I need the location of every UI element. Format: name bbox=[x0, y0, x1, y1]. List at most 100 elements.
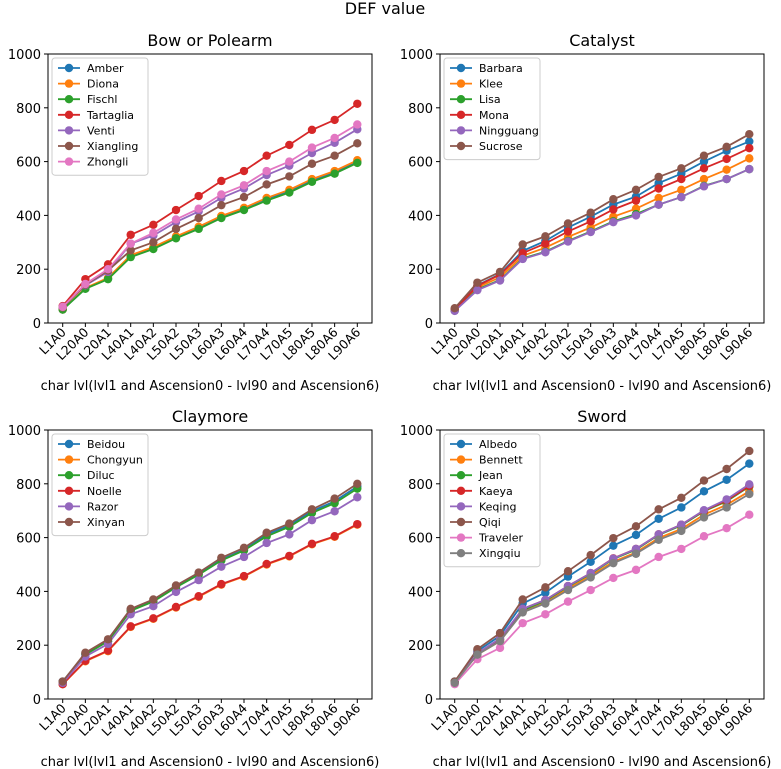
data-point bbox=[353, 493, 362, 502]
data-point bbox=[541, 248, 550, 257]
data-point bbox=[586, 227, 595, 237]
legend-entry: Noelle bbox=[87, 485, 122, 498]
data-point bbox=[722, 154, 731, 164]
data-point bbox=[285, 172, 294, 181]
data-point bbox=[262, 528, 271, 537]
series-line-xinyan bbox=[61, 483, 358, 683]
data-point bbox=[518, 618, 527, 628]
series-line-noelle bbox=[62, 523, 358, 685]
data-point bbox=[239, 181, 249, 190]
data-point bbox=[353, 519, 362, 529]
x-axis-label: char lvl(lvl1 and Ascension0 - lvl90 and… bbox=[41, 755, 380, 769]
legend-marker bbox=[64, 455, 74, 464]
legend-marker bbox=[456, 533, 466, 542]
y-tick-label: 200 bbox=[16, 263, 41, 278]
data-point bbox=[450, 304, 459, 313]
data-point bbox=[677, 520, 686, 529]
series-line-chongyun bbox=[62, 523, 358, 685]
data-point bbox=[699, 157, 709, 166]
data-point bbox=[677, 174, 686, 184]
legend-marker bbox=[64, 95, 74, 104]
data-point bbox=[285, 530, 294, 539]
axes-frame bbox=[439, 429, 765, 700]
data-point bbox=[239, 205, 249, 215]
data-point bbox=[194, 191, 203, 201]
data-point bbox=[541, 232, 550, 241]
legend-marker bbox=[456, 502, 466, 511]
legend-entry: Beidou bbox=[87, 438, 125, 451]
data-point bbox=[330, 133, 339, 143]
legend-marker bbox=[64, 63, 74, 73]
data-point bbox=[631, 549, 641, 558]
data-point bbox=[745, 164, 754, 174]
data-point bbox=[126, 239, 135, 248]
data-point bbox=[473, 650, 482, 659]
legend-entry: Venti bbox=[87, 124, 115, 137]
data-point bbox=[586, 585, 595, 595]
data-point bbox=[631, 196, 641, 205]
data-point bbox=[699, 505, 709, 515]
data-point bbox=[677, 192, 686, 202]
chart-panel-3: Claymore02004006008001000L1A0L20A0L20A1L… bbox=[8, 407, 379, 769]
data-point bbox=[171, 205, 181, 215]
data-point bbox=[262, 538, 271, 548]
data-point bbox=[126, 246, 135, 255]
x-axis-label: char lvl(lvl1 and Ascension0 - lvl90 and… bbox=[41, 379, 380, 394]
data-point bbox=[330, 151, 339, 160]
y-tick-label: 600 bbox=[16, 532, 41, 547]
data-point bbox=[654, 193, 663, 203]
y-tick-label: 0 bbox=[425, 693, 433, 708]
data-point bbox=[722, 475, 731, 484]
data-point bbox=[149, 244, 158, 254]
legend-marker bbox=[64, 110, 74, 120]
legend-marker bbox=[456, 517, 466, 527]
data-point bbox=[722, 174, 731, 184]
data-point bbox=[699, 182, 709, 191]
data-point bbox=[563, 597, 573, 606]
legend: Amber Diona Fischl Tartaglia Venti Xiangling Z… bbox=[51, 57, 149, 176]
legend-marker bbox=[64, 517, 74, 527]
data-point bbox=[262, 166, 271, 176]
data-point bbox=[217, 579, 226, 589]
series-line-xiangling bbox=[62, 142, 358, 309]
data-point bbox=[58, 302, 67, 312]
legend-marker bbox=[64, 79, 74, 88]
data-point bbox=[745, 137, 754, 146]
data-point bbox=[239, 543, 249, 553]
y-tick-label: 200 bbox=[16, 639, 41, 654]
legend-marker bbox=[456, 63, 466, 73]
legend: Beidou Chongyun Diluc Noelle Razor Xinyan bbox=[51, 433, 149, 537]
axes-frame bbox=[47, 429, 373, 700]
y-tick-label: 600 bbox=[408, 156, 433, 171]
data-point bbox=[495, 628, 505, 638]
legend-marker bbox=[456, 141, 466, 151]
data-point bbox=[126, 252, 135, 262]
y-tick-label: 1000 bbox=[400, 424, 433, 439]
data-point bbox=[609, 533, 618, 543]
data-point bbox=[239, 571, 249, 581]
data-point bbox=[699, 476, 709, 485]
legend-entry: Tartaglia bbox=[86, 109, 134, 122]
data-point bbox=[149, 220, 158, 230]
data-point bbox=[58, 677, 67, 686]
data-point bbox=[81, 279, 90, 289]
data-point bbox=[194, 224, 203, 234]
legend-entry: Klee bbox=[479, 78, 503, 91]
data-point bbox=[722, 503, 731, 512]
data-point bbox=[307, 143, 317, 152]
legend: Albedo Bennett Jean Kaeya Keqing Qiqi Traveler… bbox=[443, 433, 541, 568]
axes-frame bbox=[439, 53, 765, 324]
data-point bbox=[262, 559, 271, 569]
data-point bbox=[495, 636, 505, 646]
data-point bbox=[722, 523, 731, 533]
data-point bbox=[563, 585, 573, 595]
data-point bbox=[609, 195, 618, 204]
legend-entry: Keqing bbox=[479, 500, 516, 513]
data-point bbox=[217, 553, 226, 562]
series-line-zhongli bbox=[62, 123, 358, 308]
data-point bbox=[450, 678, 459, 688]
data-point bbox=[745, 154, 754, 163]
data-point bbox=[699, 513, 709, 522]
data-point bbox=[586, 557, 595, 567]
data-point bbox=[722, 142, 731, 152]
